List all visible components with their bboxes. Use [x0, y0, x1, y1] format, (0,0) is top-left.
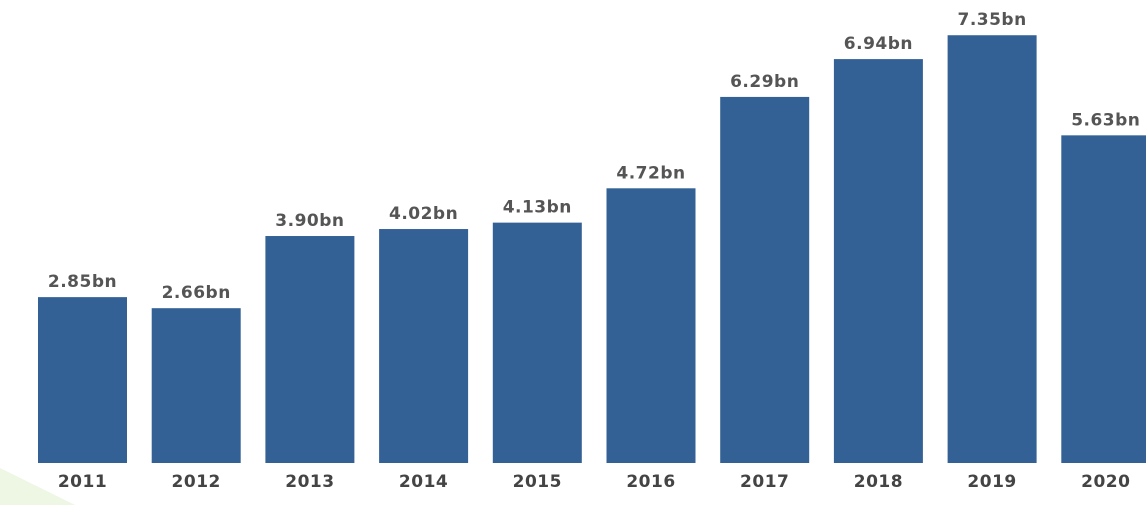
value-label: 4.72bn	[616, 163, 685, 183]
bar	[265, 236, 355, 463]
value-label: 7.35bn	[957, 10, 1026, 30]
bar	[379, 229, 469, 463]
value-label: 4.13bn	[503, 198, 572, 218]
x-tick-label: 2015	[513, 472, 562, 492]
x-tick-label: 2011	[58, 472, 107, 492]
bar	[38, 297, 127, 463]
value-label: 5.63bn	[1071, 110, 1140, 130]
value-label: 2.85bn	[48, 272, 117, 292]
x-tick-label: 2017	[740, 472, 789, 492]
value-label: 3.90bn	[275, 211, 344, 231]
x-tick-label: 2020	[1081, 472, 1130, 492]
bar	[492, 222, 582, 463]
x-tick-label: 2019	[967, 472, 1016, 492]
x-tick-label: 2016	[626, 472, 675, 492]
bar	[151, 308, 241, 463]
value-label: 4.02bn	[389, 204, 458, 224]
bar	[947, 35, 1037, 463]
bar	[720, 96, 810, 463]
bar	[606, 188, 696, 463]
x-tick-label: 2014	[399, 472, 448, 492]
value-label: 2.66bn	[162, 283, 231, 303]
bar	[1061, 135, 1146, 464]
x-tick-label: 2018	[854, 472, 903, 492]
x-tick-label: 2012	[172, 472, 221, 492]
value-label: 6.29bn	[730, 72, 799, 92]
bar	[833, 59, 923, 463]
x-tick-label: 2013	[285, 472, 334, 492]
decoration	[0, 468, 75, 505]
value-label: 6.94bn	[844, 34, 913, 54]
